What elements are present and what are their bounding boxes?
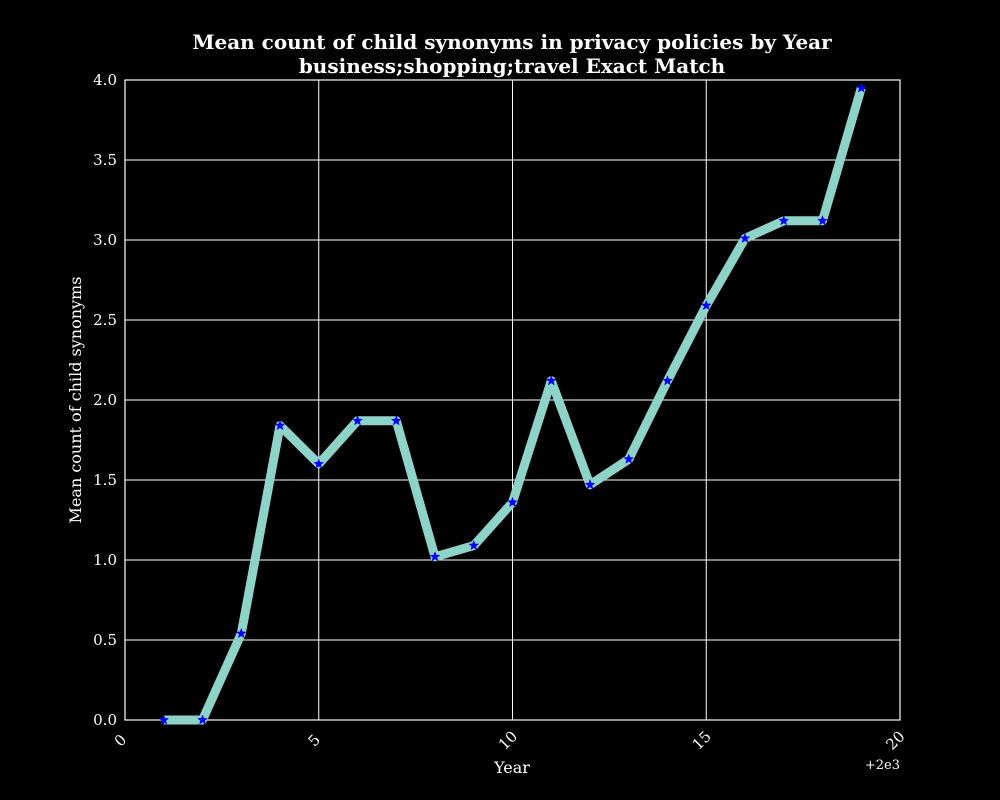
data-point-star xyxy=(235,627,247,639)
x-axis-label: Year xyxy=(493,758,530,777)
y-tick-label: 2.0 xyxy=(93,391,117,409)
plot-area-frame xyxy=(124,79,901,721)
y-tick-label: 0.0 xyxy=(93,711,117,729)
data-point-star xyxy=(739,232,751,244)
data-point-star xyxy=(507,496,518,508)
data-point-star xyxy=(468,539,480,551)
y-tick-label: 1.0 xyxy=(93,551,117,569)
y-tick-label: 2.5 xyxy=(93,311,117,329)
data-point-star xyxy=(197,714,208,725)
data-point-star xyxy=(700,299,712,311)
data-point-star xyxy=(545,375,557,386)
y-tick-label: 3.5 xyxy=(93,151,117,169)
data-point-star xyxy=(429,551,441,562)
data-point-star xyxy=(158,714,170,725)
data-point-star xyxy=(623,453,635,464)
data-point-star xyxy=(662,375,673,386)
chart-subtitle: business;shopping;travel Exact Match xyxy=(299,54,726,78)
y-tick-label: 4.0 xyxy=(93,71,117,89)
chart-title: Mean count of child synonyms in privacy … xyxy=(192,30,832,54)
data-point-star xyxy=(584,479,596,490)
y-tick-label: 3.0 xyxy=(93,231,117,249)
y-tick-label: 1.5 xyxy=(93,471,117,489)
data-point-star xyxy=(855,82,867,93)
data-point-star xyxy=(817,215,828,226)
x-axis-offset-label: +2e3 xyxy=(865,758,900,773)
data-point-star xyxy=(390,415,402,426)
y-axis-label: Mean count of child synonyms xyxy=(66,277,85,524)
data-point-star xyxy=(313,458,325,469)
data-point-star xyxy=(778,215,790,226)
y-tick-label: 0.5 xyxy=(93,631,117,649)
series-layer xyxy=(158,82,867,725)
data-point-star xyxy=(274,419,286,431)
data-point-star xyxy=(352,415,363,426)
